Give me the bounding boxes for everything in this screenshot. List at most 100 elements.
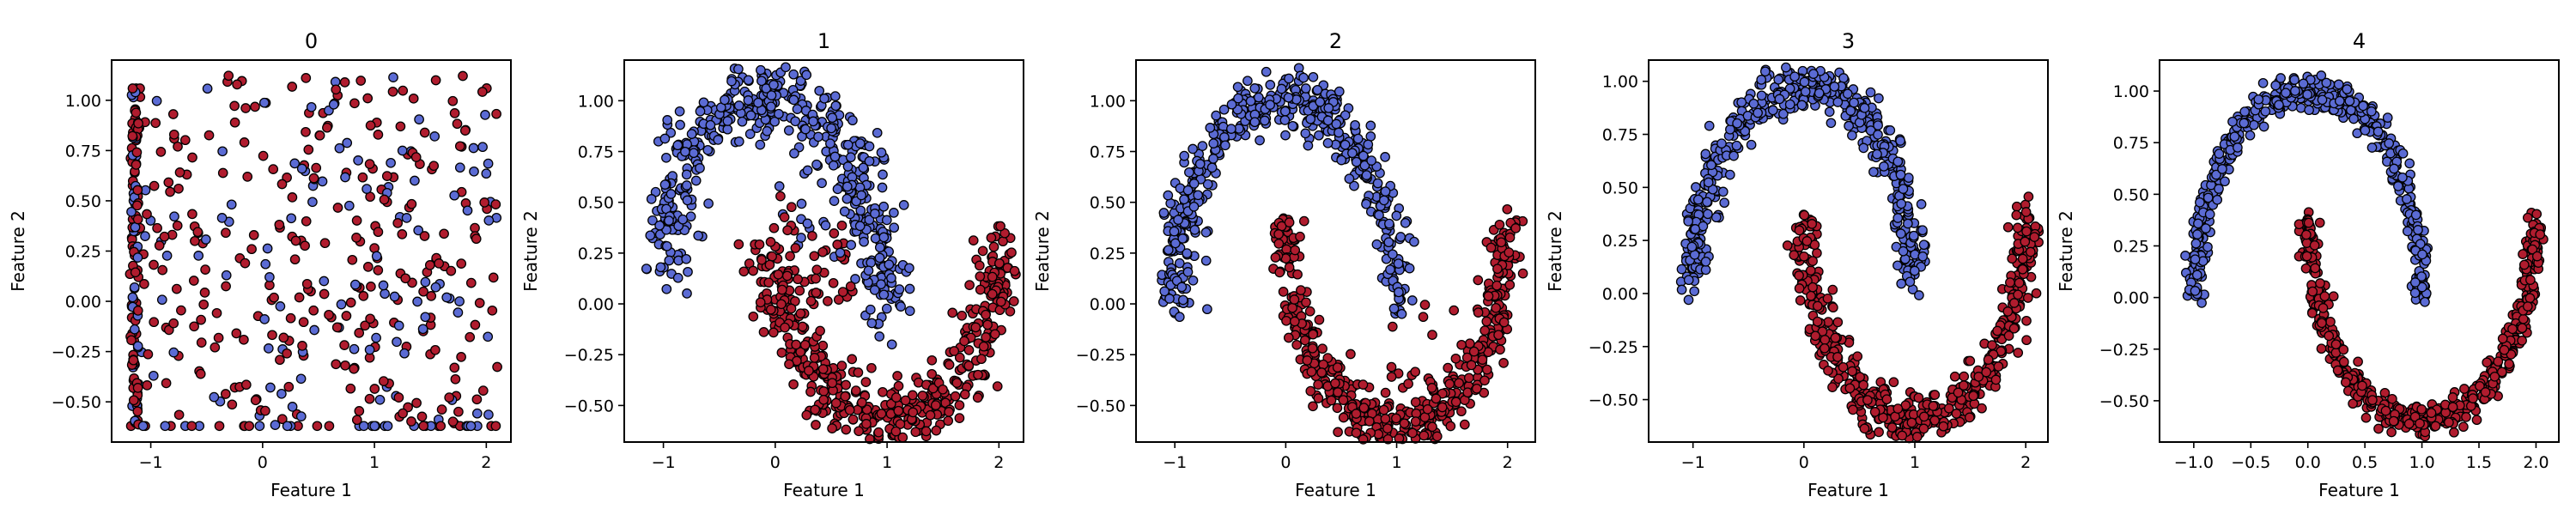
data-point xyxy=(1289,294,1300,305)
data-point xyxy=(2417,249,2427,260)
data-point xyxy=(1260,115,1270,126)
data-point xyxy=(1449,305,1460,316)
data-point xyxy=(366,282,376,292)
data-point xyxy=(1422,403,1433,415)
data-point xyxy=(351,215,362,226)
data-point xyxy=(192,227,204,238)
data-point xyxy=(1431,431,1443,442)
data-point xyxy=(2397,172,2408,183)
data-point xyxy=(1314,314,1325,325)
data-point xyxy=(1205,123,1216,133)
data-point xyxy=(362,93,374,104)
data-point xyxy=(877,182,888,193)
data-point xyxy=(2180,251,2190,261)
data-point xyxy=(392,218,404,228)
data-point xyxy=(904,263,914,274)
data-point xyxy=(1306,367,1317,377)
data-point xyxy=(869,285,880,295)
y-tick-label: −0.25 xyxy=(1076,346,1126,365)
data-point xyxy=(827,112,838,124)
data-point xyxy=(970,322,981,333)
data-point xyxy=(754,239,765,250)
data-point xyxy=(400,273,411,284)
data-point xyxy=(826,123,836,134)
data-point xyxy=(301,215,312,227)
data-point xyxy=(753,97,763,108)
data-point xyxy=(131,200,143,211)
data-point xyxy=(847,354,858,365)
data-point xyxy=(1313,393,1324,403)
data-point xyxy=(211,307,222,318)
data-point xyxy=(492,361,502,373)
data-point xyxy=(1406,295,1418,306)
data-point xyxy=(129,282,140,293)
data-point xyxy=(1795,295,1806,306)
data-point xyxy=(471,408,483,419)
data-point xyxy=(830,100,841,112)
data-point xyxy=(334,142,345,154)
data-point xyxy=(784,359,794,370)
x-tick-label: −0.5 xyxy=(2231,453,2270,472)
data-point xyxy=(878,289,890,300)
data-point xyxy=(240,379,252,391)
data-point xyxy=(1823,365,1833,376)
data-point xyxy=(2387,393,2397,404)
data-point xyxy=(314,130,325,141)
y-tick-label: −0.50 xyxy=(564,397,614,415)
data-point xyxy=(2333,79,2344,90)
data-point xyxy=(2525,275,2536,285)
data-point xyxy=(976,354,987,365)
data-point xyxy=(490,421,501,432)
data-point xyxy=(893,380,904,391)
data-point xyxy=(705,119,716,130)
data-point xyxy=(1332,362,1343,373)
data-point xyxy=(646,194,657,204)
data-point xyxy=(1859,102,1870,113)
data-point xyxy=(226,199,237,210)
data-point xyxy=(1410,367,1421,378)
y-tick-label: 1.00 xyxy=(578,92,614,111)
data-point xyxy=(1388,303,1400,314)
data-point xyxy=(369,421,380,432)
data-point xyxy=(1838,73,1849,83)
data-point xyxy=(881,215,892,226)
data-point xyxy=(1200,255,1212,266)
data-point xyxy=(1992,325,2002,336)
data-point xyxy=(2202,241,2213,252)
data-point xyxy=(173,183,184,194)
data-point xyxy=(160,421,171,432)
data-point xyxy=(872,127,883,138)
data-point xyxy=(1911,432,1923,442)
data-point xyxy=(672,140,683,151)
data-point xyxy=(2260,106,2271,117)
data-point xyxy=(1849,97,1859,108)
y-tick-label: −0.25 xyxy=(2099,341,2149,360)
data-point xyxy=(169,211,179,222)
data-point xyxy=(756,64,766,76)
data-point xyxy=(2214,184,2224,194)
data-point xyxy=(1794,283,1805,294)
data-point xyxy=(1276,83,1287,94)
panel-title-0: 0 xyxy=(305,29,318,53)
data-point xyxy=(1812,300,1823,312)
data-point xyxy=(865,304,876,315)
data-point xyxy=(1158,208,1170,218)
data-point xyxy=(143,348,154,360)
y-tick-label: −0.50 xyxy=(1589,391,1638,410)
data-point xyxy=(762,125,773,136)
data-point xyxy=(156,294,167,306)
data-point xyxy=(1197,141,1208,151)
data-point xyxy=(755,297,766,308)
data-point xyxy=(1279,106,1291,117)
data-point xyxy=(2386,427,2397,438)
data-point xyxy=(944,407,954,417)
data-point xyxy=(2480,387,2491,397)
data-point xyxy=(781,270,793,282)
data-point xyxy=(2366,106,2377,117)
data-point xyxy=(319,288,330,300)
data-point xyxy=(2249,119,2259,130)
data-point xyxy=(1898,184,1909,194)
data-point xyxy=(127,130,138,142)
data-point xyxy=(198,299,210,310)
x-tick-label: 2 xyxy=(2020,453,2031,472)
